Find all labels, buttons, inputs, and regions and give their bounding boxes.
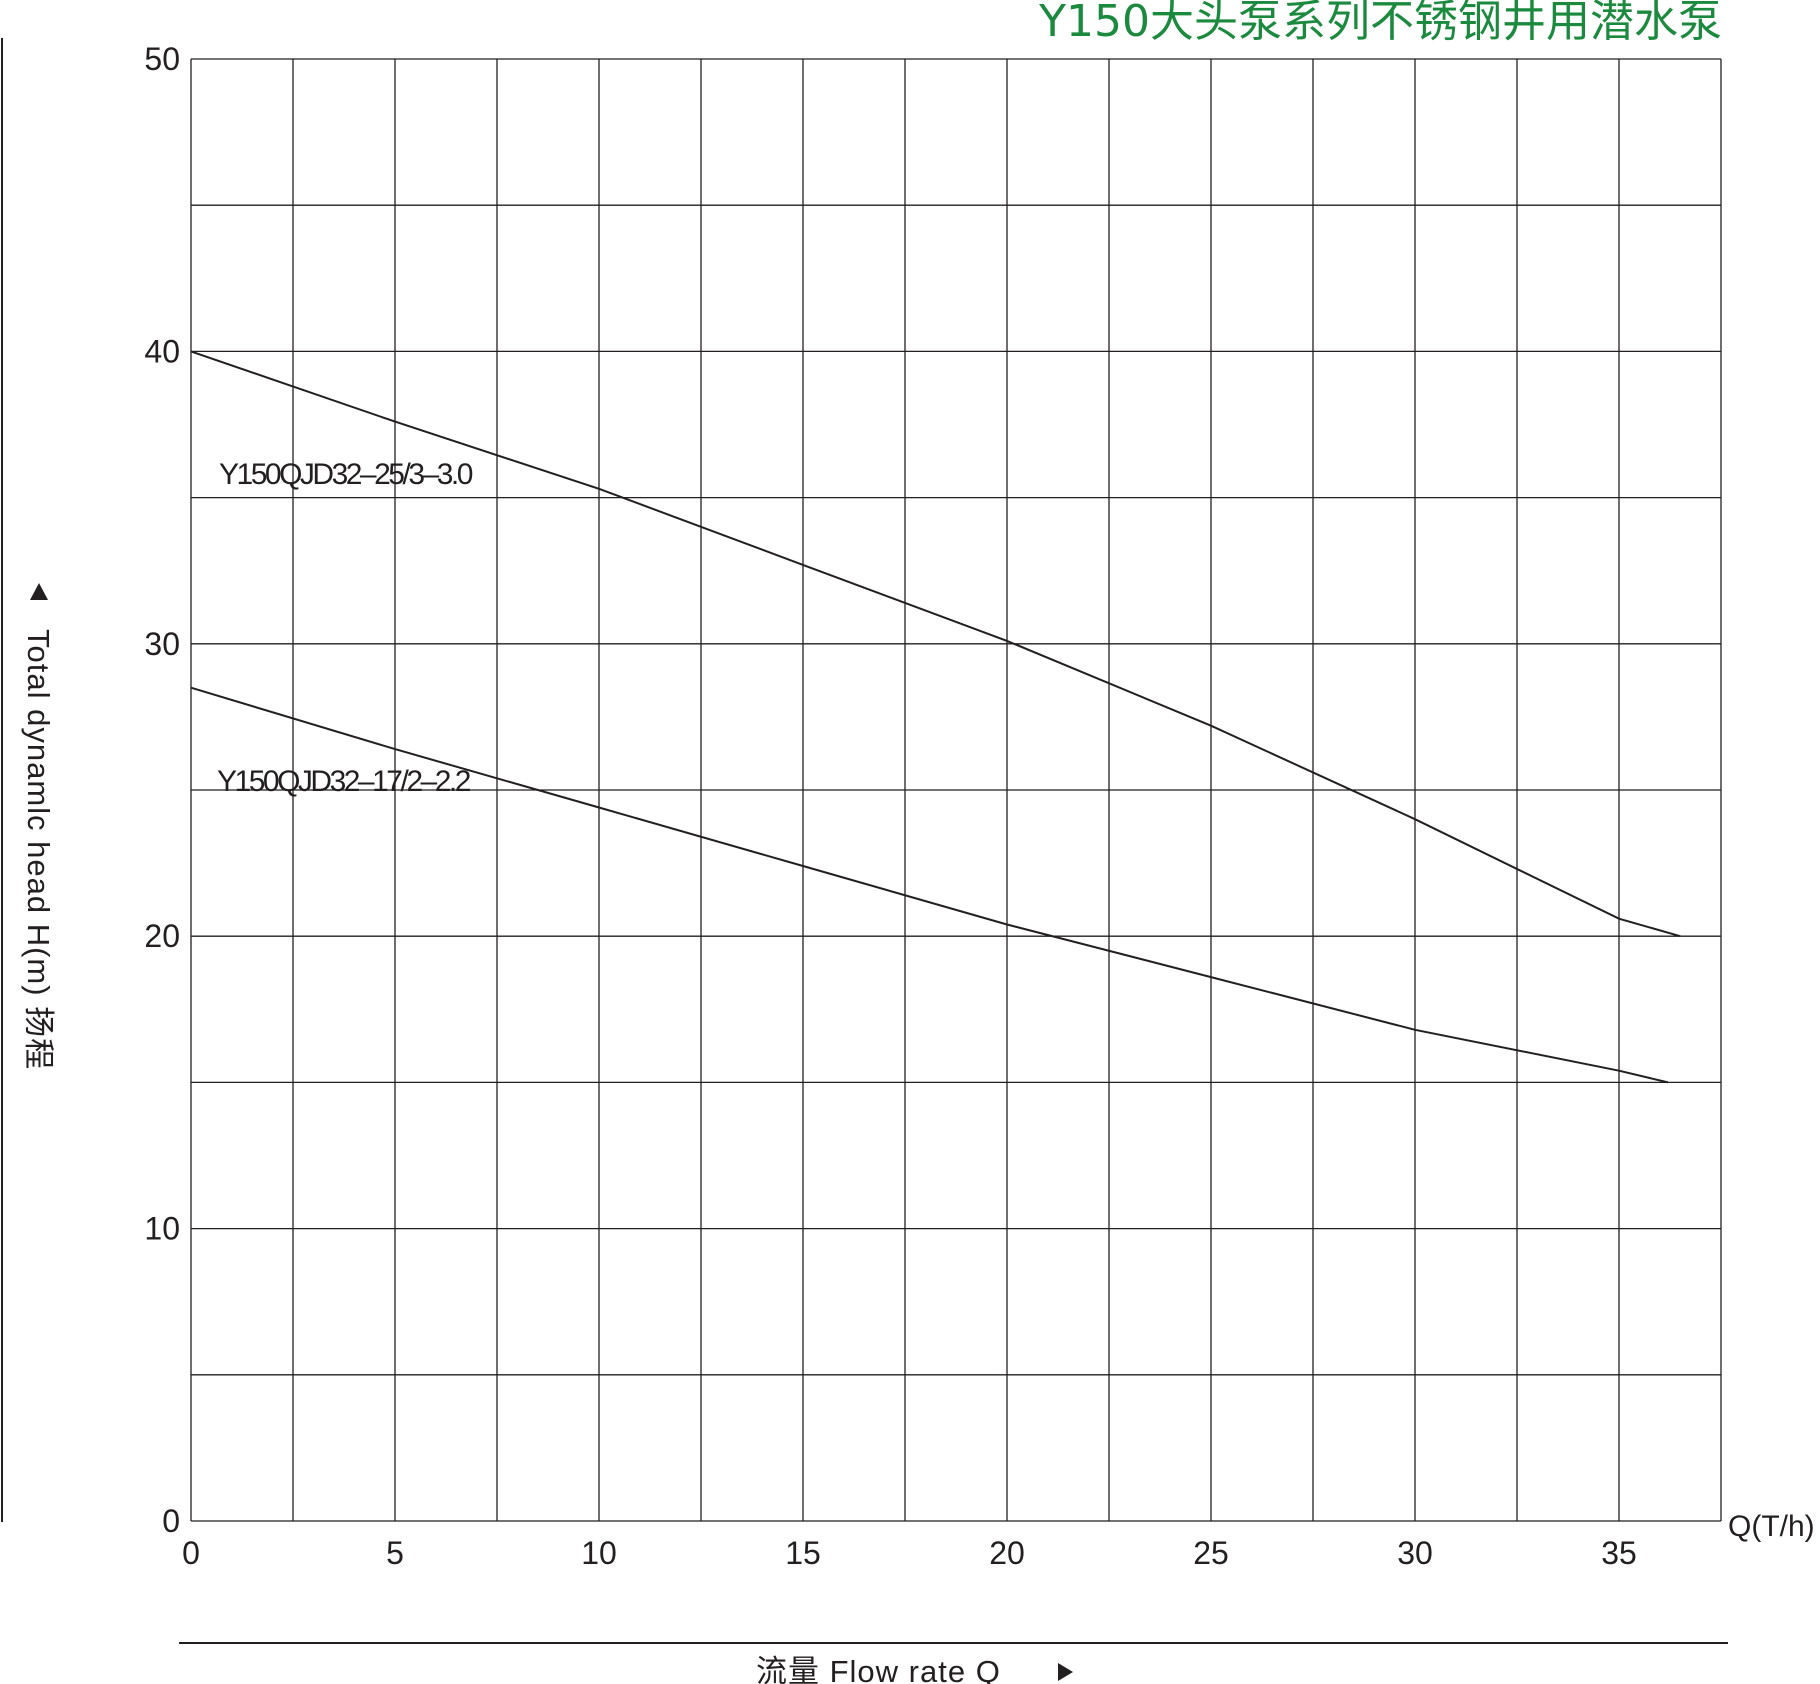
x-axis-arrow-icon	[1058, 1663, 1073, 1681]
x-tick-label: 30	[1397, 1535, 1433, 1571]
series-line	[190, 350, 1681, 938]
x-tick-label: 25	[1193, 1535, 1229, 1571]
series-lines	[190, 350, 1681, 1084]
y-axis-arrow-icon	[30, 583, 48, 600]
x-tick-label: 20	[989, 1535, 1025, 1571]
x-tick-label: 5	[386, 1535, 404, 1571]
y-tick-label: 10	[144, 1211, 180, 1247]
series-line	[190, 686, 1669, 1084]
series-label: Y150QJD32–17/2–2.2	[217, 765, 471, 798]
x-axis-title: 流量 Flow rate Q	[756, 1654, 1001, 1684]
x-tick-label: 15	[785, 1535, 821, 1571]
y-tick-label: 20	[144, 918, 180, 954]
y-tick-label: 0	[162, 1503, 180, 1539]
x-tick-label: 35	[1601, 1535, 1637, 1571]
y-axis-title: Total dynamlc head H(m) 扬程	[21, 629, 56, 1070]
grid	[190, 58, 1722, 1522]
series-label: Y150QJD32–25/3–3.0	[219, 458, 473, 491]
y-tick-label: 40	[144, 333, 180, 369]
x-axis-unit: Q(T/h)	[1728, 1510, 1815, 1543]
y-tick-label: 50	[144, 41, 180, 77]
x-tick-label: 0	[182, 1535, 200, 1571]
y-tick-label: 30	[144, 626, 180, 662]
tick-labels: 0 10 20 30 40 50 0 5 10 15 20 25 30 35	[144, 41, 1636, 1571]
x-tick-label: 10	[581, 1535, 617, 1571]
chart-title: Y150大头泵系列不锈钢井用潜水泵	[1038, 0, 1722, 47]
series-labels: Y150QJD32–25/3–3.0 Y150QJD32–17/2–2.2	[217, 458, 475, 798]
